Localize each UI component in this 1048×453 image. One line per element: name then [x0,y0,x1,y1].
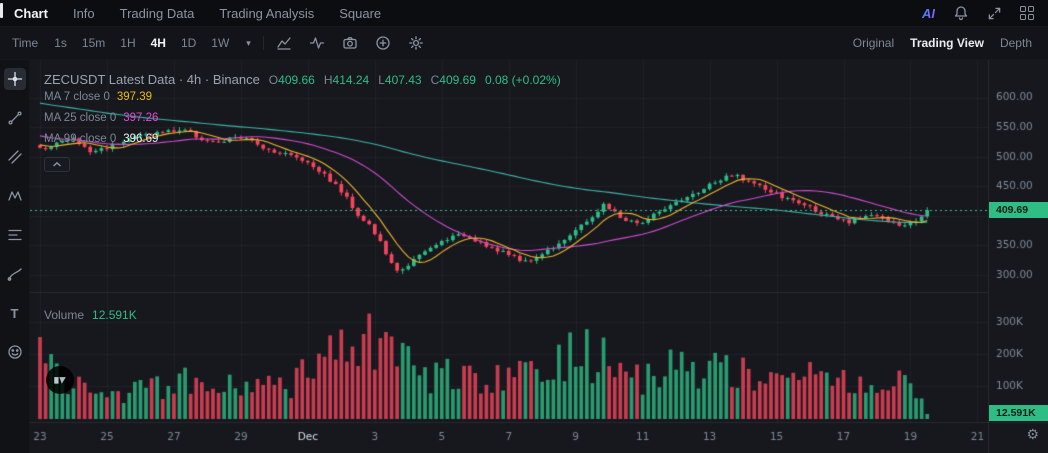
tab-trading-data[interactable]: Trading Data [119,5,195,21]
ma25-legend: MA 25 close 0 397.26 [44,112,159,124]
interval-dropdown-caret-icon[interactable]: ▾ [246,37,251,48]
interval-1h[interactable]: 1H [120,36,136,50]
view-switcher: Original Trading View Depth [853,36,1036,50]
chart-legend: ZECUSDT Latest Data · 4h · Binance O409.… [44,72,561,172]
fullscreen-icon[interactable] [987,6,1002,21]
notifications-bell-icon[interactable] [953,5,969,21]
interval-group: 1s 15m 1H 4H 1D 1W ▾ [54,36,251,50]
candlestick-chart-canvas[interactable] [30,60,1048,453]
drawing-tools-sidebar: T [0,60,30,453]
ohlc-high: H414.24 [323,73,370,87]
chart-main: T ZECUSDT Latest Data · 4h · Binance O40… [0,60,1048,453]
current-price-tag: 409.69 [989,201,1048,218]
tradingview-watermark-icon [46,366,74,394]
interval-1w[interactable]: 1W [211,36,230,50]
top-right-icons: AI [922,5,1038,21]
screenshot-camera-icon[interactable] [342,35,358,51]
tab-square[interactable]: Square [339,5,382,21]
tool-trend-line[interactable] [4,107,26,129]
tab-chart[interactable]: Chart [14,5,48,21]
indicators-icon[interactable] [309,35,325,51]
tool-emoji[interactable] [4,341,26,363]
view-trading-view[interactable]: Trading View [910,36,984,50]
tab-info[interactable]: Info [72,5,95,21]
top-tabs: Chart Info Trading Data Trading Analysis… [14,6,381,21]
plus-circle-icon[interactable] [375,35,391,51]
chart-area: ZECUSDT Latest Data · 4h · Binance O409.… [30,60,1048,453]
collapse-legend-button[interactable] [44,157,70,172]
symbol-title: ZECUSDT Latest Data · 4h · Binance [44,72,260,87]
ai-assistant-icon[interactable]: AI [922,5,935,21]
interval-15m[interactable]: 15m [81,36,106,50]
chart-style-icon[interactable] [276,35,292,51]
interval-1s[interactable]: 1s [54,36,67,50]
tool-xabcd-pattern[interactable] [4,185,26,207]
ma99-legend: MA 99 close 0 396.69 [44,133,159,145]
ohlc-open: O409.66 [268,73,315,87]
interval-1d[interactable]: 1D [180,36,197,50]
chart-toolbar: Time 1s 15m 1H 4H 1D 1W ▾ [0,26,1048,60]
edge-marker [0,3,3,18]
price-change: 0.08 (+0.02%) [484,73,561,87]
ohlc-close: C409.69 [430,73,476,87]
time-label: Time [12,36,39,50]
current-volume-tag: 12.591K [989,405,1048,421]
toolbar-divider [262,36,264,50]
top-nav: Chart Info Trading Data Trading Analysis… [0,0,1048,26]
axis-settings-gear-icon[interactable]: ⚙ [1026,426,1039,442]
chart-settings-gear-icon[interactable] [408,35,424,51]
ohlc-low: L407.43 [378,73,422,87]
volume-legend: Volume 12.591K [44,308,137,322]
tool-parallel-lines[interactable] [4,146,26,168]
view-depth[interactable]: Depth [999,36,1032,50]
view-original[interactable]: Original [852,36,895,50]
apps-grid-icon[interactable] [1020,6,1034,20]
interval-4h[interactable]: 4H [150,36,166,50]
tool-text[interactable]: T [4,302,26,324]
ma7-legend: MA 7 close 0 397.39 [44,91,153,103]
toolbar-icons [276,35,424,51]
tool-fib-retracement[interactable] [4,224,26,246]
tab-trading-analysis[interactable]: Trading Analysis [219,5,315,21]
tool-cursor-crosshair[interactable] [3,68,26,90]
tool-brush[interactable] [4,263,26,285]
